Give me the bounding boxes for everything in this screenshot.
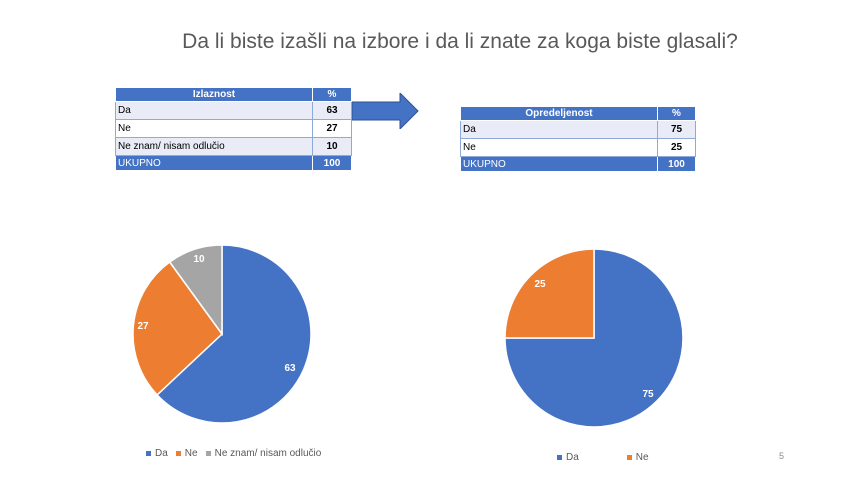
table-total-row: UKUPNO 100	[115, 155, 352, 171]
right-arrow-icon	[352, 93, 419, 129]
legend-label: Ne znam/ nisam odlučio	[214, 448, 322, 459]
legend-swatch	[557, 455, 562, 460]
pie-label-ne-znam: 10	[193, 254, 205, 265]
pie-slice-da	[156, 244, 312, 424]
legend-label: Ne	[184, 448, 198, 459]
row-label: Da	[460, 120, 658, 139]
page-number: 5	[779, 451, 785, 461]
total-value: 100	[657, 156, 696, 172]
legend-swatch	[205, 451, 211, 456]
legend-swatch	[175, 451, 181, 456]
total-label: UKUPNO	[460, 156, 658, 172]
slide-title: Da li biste izašli na izbore i da li zna…	[182, 30, 738, 53]
header-label: Izlaznost	[115, 87, 313, 102]
legend-item-ne-znam: Ne znam/ nisam odlučio	[205, 448, 322, 459]
row-value: 25	[657, 138, 696, 157]
row-label: Ne znam/ nisam odlučio	[115, 137, 313, 156]
pie-slice-ne-znam	[168, 244, 223, 337]
row-value: 10	[312, 137, 352, 156]
row-label: Da	[115, 101, 313, 120]
legend-label: Ne	[635, 452, 649, 463]
header-unit: %	[657, 106, 696, 121]
legend-item-da: Da	[557, 452, 579, 463]
total-value: 100	[312, 155, 352, 171]
legend-item-ne: Ne	[175, 448, 198, 459]
table-row: Da 63	[115, 101, 352, 120]
decided-table: Opredeljenost % Da 75 Ne 25 UKUPNO 100	[460, 106, 696, 172]
total-label: UKUPNO	[115, 155, 313, 171]
pie-label-ne: 25	[534, 279, 546, 290]
legend-swatch	[146, 451, 151, 456]
legend-item-ne: Ne	[626, 452, 649, 463]
table-row: Ne znam/ nisam odlučio 10	[115, 137, 352, 156]
row-value: 63	[312, 101, 352, 120]
legend-label: Da	[566, 452, 579, 463]
table-header: Izlaznost %	[115, 87, 352, 102]
legend-label: Da	[155, 448, 168, 459]
legend-swatch	[626, 455, 632, 460]
row-value: 75	[657, 120, 696, 139]
pie-slice-ne	[504, 248, 595, 339]
turnout-legend: Da Ne Ne znam/ nisam odlučio	[146, 448, 321, 459]
header-label: Opredeljenost	[460, 106, 658, 121]
pie-label-da: 75	[642, 389, 654, 400]
decided-legend: Da Ne	[557, 452, 649, 463]
legend-item-da: Da	[146, 448, 168, 459]
pie-label-ne: 27	[137, 321, 149, 332]
table-header: Opredeljenost %	[460, 106, 696, 121]
pie-label-da: 63	[284, 363, 296, 374]
pie-slice-ne	[132, 260, 223, 396]
table-row: Da 75	[460, 120, 696, 139]
row-value: 27	[312, 119, 352, 138]
table-total-row: UKUPNO 100	[460, 156, 696, 172]
header-unit: %	[312, 87, 352, 102]
turnout-table: Izlaznost % Da 63 Ne 27 Ne znam/ nisam o…	[115, 87, 352, 171]
table-row: Ne 27	[115, 119, 352, 138]
